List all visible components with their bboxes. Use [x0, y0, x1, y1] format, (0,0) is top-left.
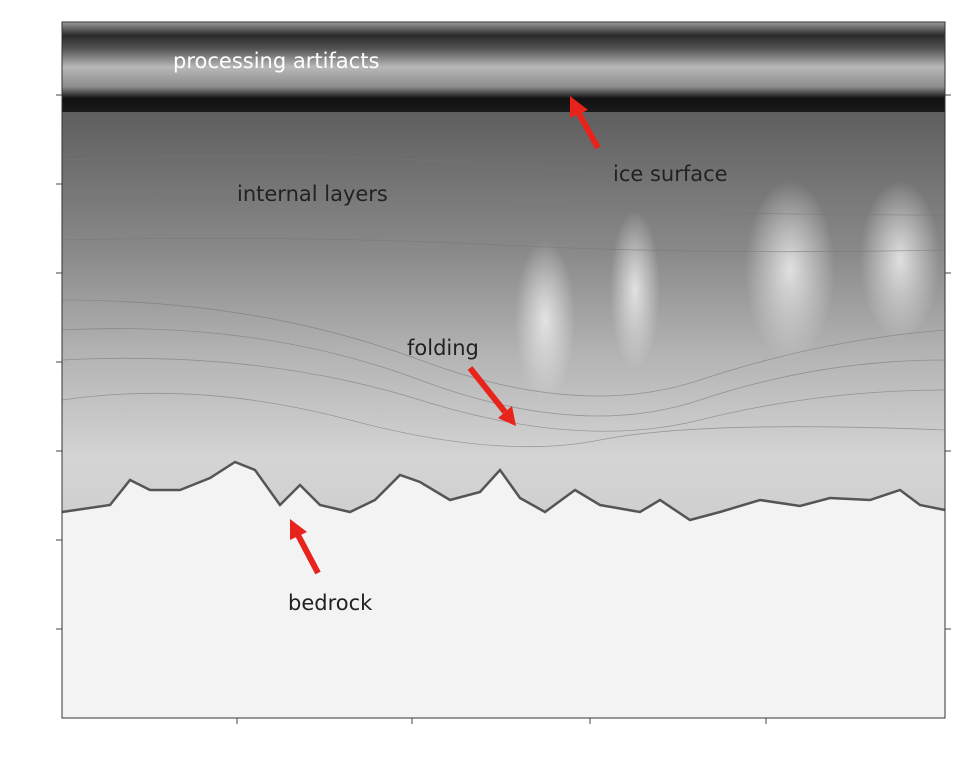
- plot-area: [61, 21, 946, 719]
- bedrock-line: [61, 460, 946, 522]
- annotation: folding: [407, 336, 479, 360]
- internal-layers: [61, 155, 946, 448]
- arrow: [290, 519, 321, 575]
- annotation: ice surface: [613, 162, 728, 186]
- bright-plume: [860, 180, 940, 340]
- bright-plume: [515, 240, 575, 400]
- bright-plume: [610, 210, 660, 370]
- bright-plume: [745, 180, 835, 360]
- arrow: [467, 366, 516, 426]
- axis-ticks: [56, 94, 951, 724]
- annotation: bedrock: [288, 591, 373, 615]
- annotation: processing artifacts: [173, 49, 379, 73]
- arrows: [290, 96, 601, 575]
- surface-band: [62, 22, 945, 112]
- annotation: internal layers: [237, 182, 388, 206]
- arrow: [570, 96, 601, 150]
- plot-frame: [61, 21, 946, 719]
